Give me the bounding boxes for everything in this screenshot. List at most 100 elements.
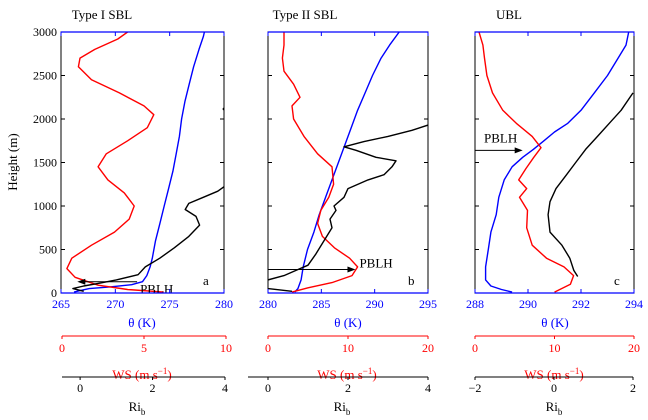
ri-label-subscript: b [141,407,146,417]
pblh-label: PBLH [359,256,392,271]
ri-tick-label: 2 [150,381,156,395]
theta-tick-label: 280 [259,297,277,311]
ws-axis: 0 5 10 [59,335,232,355]
theta-axis: 288 290 292 294 [466,31,643,311]
ws-axis-label: WS (m s−1) [524,366,583,382]
panel-label: c [614,273,620,288]
ri-tick-label: 0 [265,381,271,395]
ri-tick-label: 2 [630,381,636,395]
ri-axis-label: Rib [129,399,146,417]
theta-axis-label: θ (K) [128,315,156,330]
ri-label-text: Ri [129,399,142,414]
ws-label-text: WS (m s [112,367,158,382]
ws-tick-label: 10 [342,341,354,355]
ri-tick-label: 4 [222,381,228,395]
theta-tick-label: 294 [625,297,643,311]
y-tick-label: 2500 [33,69,57,83]
ws-profile-line [281,32,359,293]
ws-tick-label: 0 [59,341,65,355]
y-tick-label: 2000 [33,112,57,126]
ri-label-subscript: b [558,407,563,417]
y-tick-label: 1500 [33,156,57,170]
ws-tick-label: 5 [141,341,147,355]
y-ticks: 0 500 1000 1500 2000 2500 3000 [33,25,224,300]
series-layer [268,32,428,293]
y-tick-label: 500 [39,243,57,257]
panel-b: Type II SBL PBLH b 280 285 290 295 θ (K) 0 1… [248,7,437,417]
pblh-arrowhead [347,266,356,273]
y-tick-label: 3000 [33,25,57,39]
panel-label: a [203,273,209,288]
ri-label-text: Ri [546,399,559,414]
ws-tick-label: 10 [220,341,232,355]
panel-label: b [408,273,415,288]
theta-tick-label: 292 [572,297,590,311]
panel-c: UBL PBLH c 288 290 292 294 θ (K) 0 10 20 WS (… [466,7,643,417]
series-layer [66,32,224,293]
ri-tick-label: 0 [551,381,557,395]
series-layer [478,32,634,293]
ws-label-close: ) [167,367,171,382]
ri-tick-label: 0 [77,381,83,395]
ws-tick-label: 20 [422,341,434,355]
ws-label-exponent: −1 [570,366,580,376]
ws-profile-line [478,32,575,293]
theta-axis: 265 270 275 280 [52,31,233,311]
y-tick-label: 0 [51,286,57,300]
theta-tick-label: 275 [161,297,179,311]
ws-tick-label: 0 [472,341,478,355]
ri-axis-label: Rib [546,399,563,417]
theta-tick-label: 290 [366,297,384,311]
theta-tick-label: 295 [419,297,437,311]
ws-tick-label: 10 [549,341,561,355]
plot-frame [267,31,429,294]
theta-axis-label: θ (K) [541,315,569,330]
ri-profile-line [222,106,224,112]
ws-axis: 0 10 20 [265,335,434,355]
ri-axis: −2 0 2 [469,376,636,395]
y-axis-label: Height (m) [5,133,20,190]
theta-profile-line [73,32,206,293]
ri-profile-line [547,92,634,277]
ri-tick-label: 4 [425,381,431,395]
theta-profile-line [484,32,630,293]
ws-label-text: WS (m s [317,367,363,382]
panel-title: UBL [496,7,522,22]
pblh-annotation: PBLH [77,278,173,297]
ri-profile-line [72,185,224,292]
theta-tick-label: 280 [215,297,233,311]
pblh-annotation: PBLH [475,130,523,154]
ri-axis: 0 2 4 [62,376,228,395]
theta-tick-label: 270 [106,297,124,311]
pblh-arrowhead [77,278,86,285]
y-ticks [268,31,428,294]
theta-tick-label: 285 [312,297,330,311]
theta-tick-label: 265 [52,297,70,311]
theta-axis: 280 285 290 295 [259,31,437,311]
ws-label-close: ) [372,367,376,382]
ws-profile-line [66,32,164,293]
theta-tick-label: 290 [519,297,537,311]
ri-label-subscript: b [346,407,351,417]
ws-label-text: WS (m s [524,367,570,382]
ri-axis: 0 2 4 [248,376,431,395]
theta-tick-label: 288 [466,297,484,311]
pblh-arrowhead [514,147,523,154]
ws-label-exponent: −1 [158,366,168,376]
plot-frame [60,31,225,294]
ri-profile-line [268,124,428,292]
y-tick-label: 1000 [33,199,57,213]
ri-tick-label: 2 [345,381,351,395]
ws-axis-label: WS (m s−1) [112,366,171,382]
ws-axis-label: WS (m s−1) [317,366,376,382]
panel-title: Type II SBL [273,7,338,22]
ws-label-exponent: −1 [363,366,373,376]
ws-axis: 0 10 20 [472,335,640,355]
theta-axis-label: θ (K) [334,315,362,330]
panel-title: Type I SBL [72,7,133,22]
pblh-label: PBLH [140,282,173,297]
pblh-annotation: PBLH [268,256,393,273]
ri-axis-label: Rib [334,399,351,417]
